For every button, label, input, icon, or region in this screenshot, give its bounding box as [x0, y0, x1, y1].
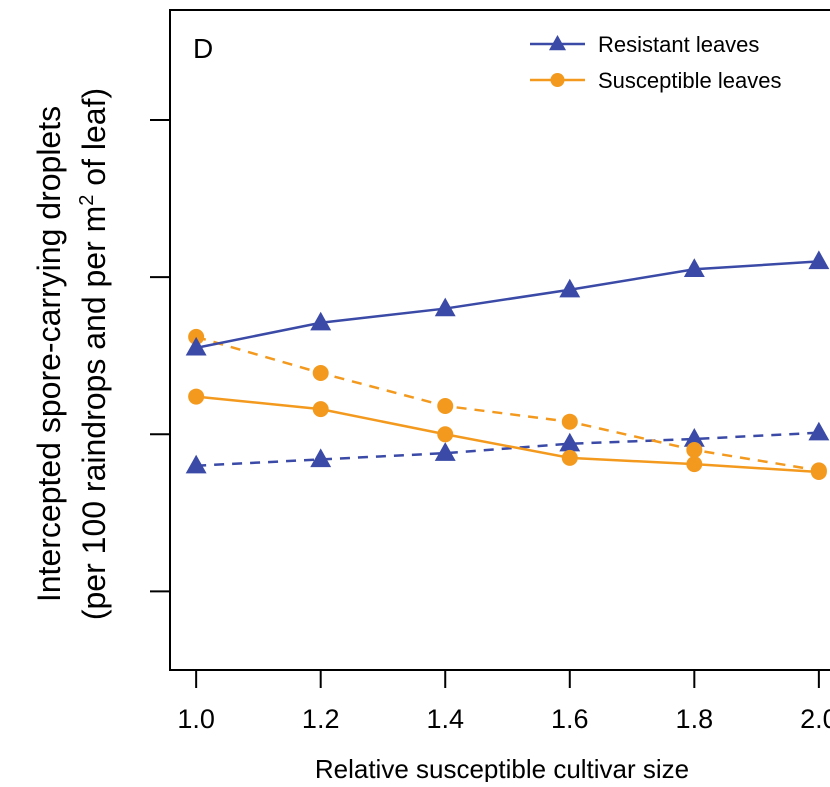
legend-item-0: Resistant leaves: [530, 32, 759, 57]
point-susceptible-dashed-1: [312, 365, 329, 381]
y-axis-label-line2-post: of leaf): [76, 88, 112, 195]
point-resistant-solid-1: [310, 311, 332, 331]
y-axis-label-line2-pre: (per 100 raindrops and per m: [76, 206, 112, 620]
series-line-susceptible-dashed: [195, 335, 820, 472]
point-susceptible-solid-1: [312, 401, 329, 418]
y-axis-label-line2: (per 100 raindrops and per m2 of leaf): [76, 88, 112, 620]
legend-label-0: Resistant leaves: [598, 32, 759, 57]
legend: Resistant leaves Susceptible leaves: [530, 32, 781, 93]
point-susceptible-dashed-3: [561, 413, 578, 430]
point-susceptible-solid-5: [810, 464, 827, 480]
point-resistant-solid-2: [434, 297, 456, 317]
point-resistant-solid-0: [185, 336, 207, 356]
point-resistant-dashed-4: [683, 428, 705, 447]
y-axis: [150, 119, 170, 593]
panel-label: D: [193, 33, 213, 64]
series-resistant-solid: [185, 250, 830, 356]
plot-frame: [169, 9, 830, 671]
point-susceptible-solid-2: [437, 426, 454, 443]
series-resistant-dashed: [185, 421, 830, 474]
legend-marker-1: [550, 73, 565, 87]
point-susceptible-solid-0: [188, 388, 205, 405]
series-line-resistant-solid: [195, 260, 819, 350]
point-resistant-dashed-2: [434, 442, 456, 461]
x-tick-label-2: 1.4: [426, 704, 464, 734]
x-tick-label-5: 2.0: [800, 704, 830, 734]
point-resistant-solid-3: [559, 278, 581, 298]
x-tick-label-0: 1.0: [177, 704, 215, 734]
point-resistant-dashed-3: [559, 432, 581, 452]
legend-label-1: Susceptible leaves: [598, 68, 781, 93]
series-susceptible-dashed: [188, 328, 827, 479]
x-axis-label: Relative susceptible cultivar size: [315, 754, 689, 782]
point-susceptible-solid-4: [686, 456, 703, 473]
series-layer: [185, 250, 830, 480]
point-susceptible-dashed-4: [686, 442, 703, 458]
y-axis-label-superscript: 2: [76, 195, 98, 206]
point-resistant-dashed-5: [808, 421, 830, 441]
legend-marker-0: [548, 35, 567, 51]
legend-item-1: Susceptible leaves: [530, 68, 781, 93]
x-tick-label-1: 1.2: [302, 704, 340, 734]
point-susceptible-dashed-2: [437, 398, 454, 414]
y-axis-label: Intercepted spore-carrying droplets: [31, 106, 67, 602]
x-tick-label-4: 1.8: [676, 704, 714, 734]
y-axis-label-line1: Intercepted spore-carrying droplets: [31, 106, 67, 602]
series-susceptible-solid: [188, 388, 827, 480]
point-resistant-solid-5: [808, 250, 830, 270]
series-line-resistant-dashed: [196, 431, 819, 467]
x-axis: 1.0 1.2 1.4 1.6 1.8 2.0: [177, 670, 830, 734]
point-resistant-solid-4: [683, 258, 705, 277]
point-susceptible-solid-3: [561, 449, 578, 466]
point-resistant-dashed-0: [185, 454, 207, 474]
point-resistant-dashed-1: [310, 448, 332, 468]
x-tick-label-3: 1.6: [551, 704, 589, 734]
series-line-susceptible-solid: [196, 395, 819, 474]
y-axis-label-2: (per 100 raindrops and per m2 of leaf): [76, 88, 112, 620]
